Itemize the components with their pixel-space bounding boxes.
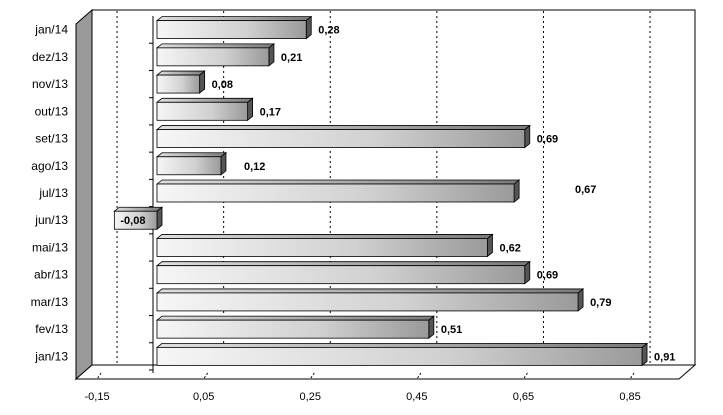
x-tick-mark xyxy=(203,372,209,380)
category-label: jan/14 xyxy=(34,23,68,37)
value-label: 0,51 xyxy=(441,324,462,336)
bar-end-face xyxy=(487,233,493,258)
bar-front-face xyxy=(156,20,307,40)
value-label: 0,67 xyxy=(575,184,596,196)
bar-top-face xyxy=(155,97,254,103)
x-tick-label: 0,65 xyxy=(513,391,534,403)
bar-fev-13 xyxy=(155,315,435,339)
bar-jan-14 xyxy=(155,15,313,40)
x-tick-mark xyxy=(416,372,422,380)
value-label: 0,21 xyxy=(281,52,302,64)
bar-top-face xyxy=(155,315,435,321)
x-tick-label: -0,15 xyxy=(85,391,110,403)
value-label: 0,79 xyxy=(590,297,611,309)
bar-nov-13 xyxy=(155,70,206,94)
bar-top-face xyxy=(113,206,164,212)
bar-end-face xyxy=(268,43,275,67)
bars-layer xyxy=(113,15,649,367)
value-label: -0,08 xyxy=(120,215,145,227)
bar-top-face xyxy=(155,179,521,185)
category-label: abr/13 xyxy=(34,268,68,282)
value-label: 0,69 xyxy=(537,134,558,146)
category-label: ago/13 xyxy=(31,159,68,173)
labels-layer: -0,15 0,05 0,25 0,45 0,65 0,85 jan/14 0,28 dez/1… xyxy=(31,23,676,403)
category-label: dez/13 xyxy=(32,50,68,64)
bar-front-face xyxy=(156,346,643,366)
floor xyxy=(74,364,697,380)
bar-top-face xyxy=(155,43,276,49)
bar-jun-13 xyxy=(113,206,164,231)
bar-top-face xyxy=(155,70,206,76)
bar-end-face xyxy=(428,315,435,339)
category-label: mai/13 xyxy=(32,240,68,254)
category-label: jun/13 xyxy=(34,213,68,227)
bar-top-face xyxy=(155,234,494,239)
bar-end-face xyxy=(156,206,163,231)
category-label: fev/13 xyxy=(35,322,68,336)
x-tick-label: 0,45 xyxy=(406,391,427,403)
bar-top-face xyxy=(155,152,228,158)
bar-abr-13 xyxy=(155,260,531,285)
bar-end-face xyxy=(305,15,312,40)
bar-end-face xyxy=(247,97,254,122)
x-tick-mark xyxy=(96,372,102,380)
bar-front-face xyxy=(156,156,222,176)
bar-end-face xyxy=(220,151,227,176)
bar-end-face xyxy=(577,288,584,312)
value-label: 0,62 xyxy=(499,242,520,254)
side-wall xyxy=(75,8,93,381)
bar-front-face xyxy=(156,129,526,148)
value-label: 0,08 xyxy=(212,79,233,91)
bar-end-face xyxy=(524,260,531,285)
x-tick-label: 0,05 xyxy=(193,391,214,403)
value-label: 0,91 xyxy=(654,351,675,363)
bar-jul-13 xyxy=(155,179,521,203)
bar-top-face xyxy=(155,125,531,130)
bar-top-face xyxy=(155,288,585,294)
value-label: 0,28 xyxy=(318,25,339,37)
bar-front-face xyxy=(156,265,526,285)
value-label: 0,69 xyxy=(537,270,558,282)
bar-front-face xyxy=(156,101,249,121)
bar-end-face xyxy=(199,70,206,94)
bar-out-13 xyxy=(155,97,254,122)
bar-front-face xyxy=(156,47,270,67)
x-tick-mark xyxy=(629,372,635,380)
x-tick-mark xyxy=(309,372,315,380)
x-tick-label: 0,85 xyxy=(619,391,640,403)
bar-set-13 xyxy=(155,124,531,149)
bar-front-face xyxy=(156,238,488,257)
category-label: set/13 xyxy=(35,132,68,146)
bar-end-face xyxy=(641,342,648,367)
category-label: mar/13 xyxy=(31,295,69,309)
bar-front-face xyxy=(113,210,158,230)
bar-top-face xyxy=(155,261,531,267)
category-label: out/13 xyxy=(35,104,69,118)
category-label: nov/13 xyxy=(32,77,68,91)
bar-front-face xyxy=(156,183,515,203)
value-label: 0,12 xyxy=(244,161,265,173)
bar-top-face xyxy=(155,342,649,348)
bar-top-face xyxy=(155,16,313,22)
bar-mai-13 xyxy=(155,233,494,258)
bar-front-face xyxy=(156,292,579,312)
bar-end-face xyxy=(524,124,531,149)
category-label: jan/13 xyxy=(34,349,68,363)
bar-front-face xyxy=(156,74,201,94)
bar-jan-13 xyxy=(155,342,649,367)
category-label: jul/13 xyxy=(38,186,68,200)
bar-dez-13 xyxy=(155,43,276,67)
bar-end-face xyxy=(513,179,520,203)
x-tick-label: 0,25 xyxy=(300,391,321,403)
bar-front-face xyxy=(156,319,430,339)
bar-ago-13 xyxy=(155,151,228,176)
x-tick-mark xyxy=(523,372,528,380)
value-label: 0,17 xyxy=(260,106,281,118)
bar-mar-13 xyxy=(155,288,585,312)
